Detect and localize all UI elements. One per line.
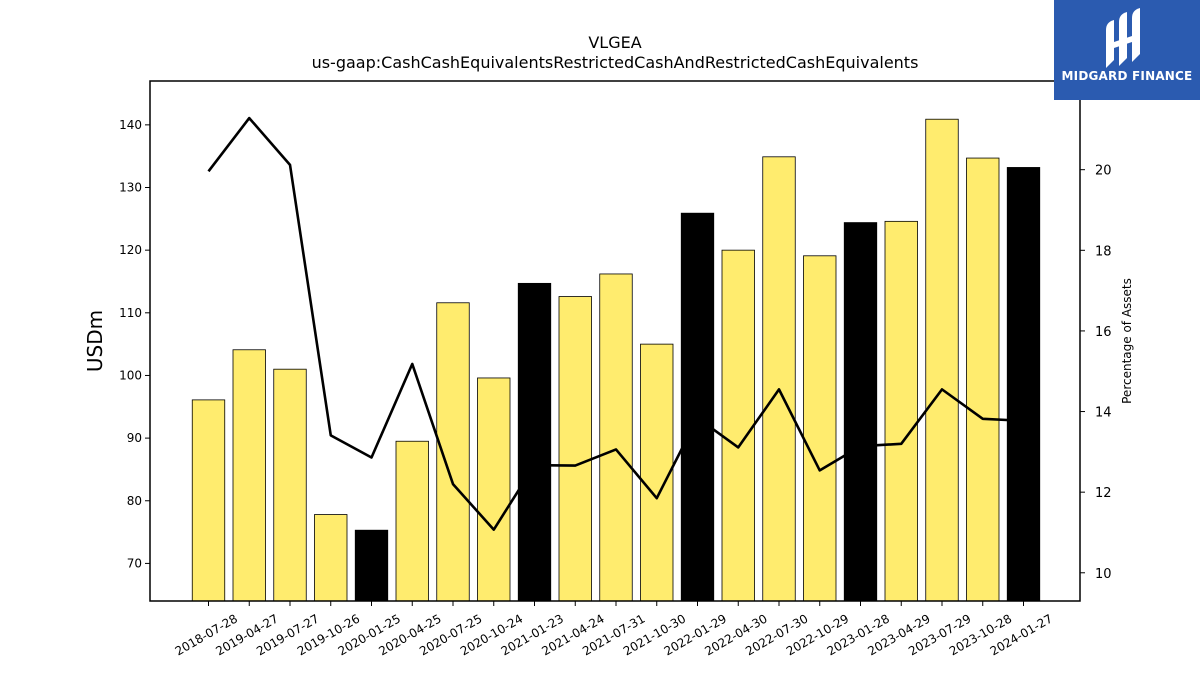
bar-2019-04-27 xyxy=(232,349,266,602)
y-tick-label: 140 xyxy=(119,118,142,132)
chart-title: VLGEA xyxy=(588,33,641,52)
y-tick-label: 100 xyxy=(119,368,142,382)
logo-text: MIDGARD FINANCE xyxy=(1061,69,1193,83)
y-tick-label: 130 xyxy=(119,181,142,195)
bar-2021-04-24 xyxy=(558,296,592,602)
bar-2021-10-30 xyxy=(640,343,674,602)
bar-group xyxy=(191,118,1041,602)
plot-frame xyxy=(149,80,1081,602)
bar-2023-10-28 xyxy=(966,157,1000,602)
y-tick-label: 120 xyxy=(119,243,142,257)
bar-2023-01-28 xyxy=(843,222,878,602)
logo-badge: MIDGARD FINANCE xyxy=(1054,0,1200,100)
bar-2024-01-27 xyxy=(1006,167,1041,602)
bar-2019-07-27 xyxy=(273,368,307,602)
bar-2019-10-26 xyxy=(314,514,348,602)
y2-tick-label: 10 xyxy=(1095,567,1112,582)
y-tick-label: 90 xyxy=(127,431,142,445)
bar-2018-07-28 xyxy=(191,399,226,602)
y2-axis-label: Percentage of Assets xyxy=(1120,278,1134,404)
bar-2022-01-29 xyxy=(680,212,715,602)
y2-tick-label: 12 xyxy=(1095,486,1112,501)
line-group xyxy=(207,116,1024,531)
bar-2021-01-23 xyxy=(517,282,552,602)
y-axis-label: USDm xyxy=(83,310,107,372)
percentage-line xyxy=(207,116,1024,531)
midgard-logo-icon xyxy=(1106,8,1140,68)
bar-2023-07-29 xyxy=(925,118,959,602)
bar-2022-10-29 xyxy=(803,255,837,602)
bar-2023-04-29 xyxy=(884,220,918,602)
bar-2020-10-24 xyxy=(477,377,511,602)
y-tick-label: 70 xyxy=(127,556,142,570)
y2-tick-label: 18 xyxy=(1095,244,1112,259)
bar-2020-01-25 xyxy=(354,529,389,602)
y2-tick-label: 20 xyxy=(1095,164,1112,179)
bar-2022-04-30 xyxy=(721,249,755,602)
right-axis: 10 12 14 16 18 20 xyxy=(1080,164,1112,582)
y-tick-label: 110 xyxy=(119,306,142,320)
bar-2020-04-25 xyxy=(395,440,429,602)
y2-tick-label: 14 xyxy=(1095,406,1112,421)
chart-subtitle: us-gaap:CashCashEquivalentsRestrictedCas… xyxy=(312,53,919,72)
bar-2022-07-30 xyxy=(762,156,796,602)
x-axis: 2018-07-282019-04-272019-07-272019-10-26… xyxy=(173,601,1055,658)
left-axis: 70 80 90 100 110 120 130 140 xyxy=(119,118,150,570)
bar-2021-07-31 xyxy=(599,273,633,602)
y-tick-label: 80 xyxy=(127,494,142,508)
y2-tick-label: 16 xyxy=(1095,325,1112,340)
